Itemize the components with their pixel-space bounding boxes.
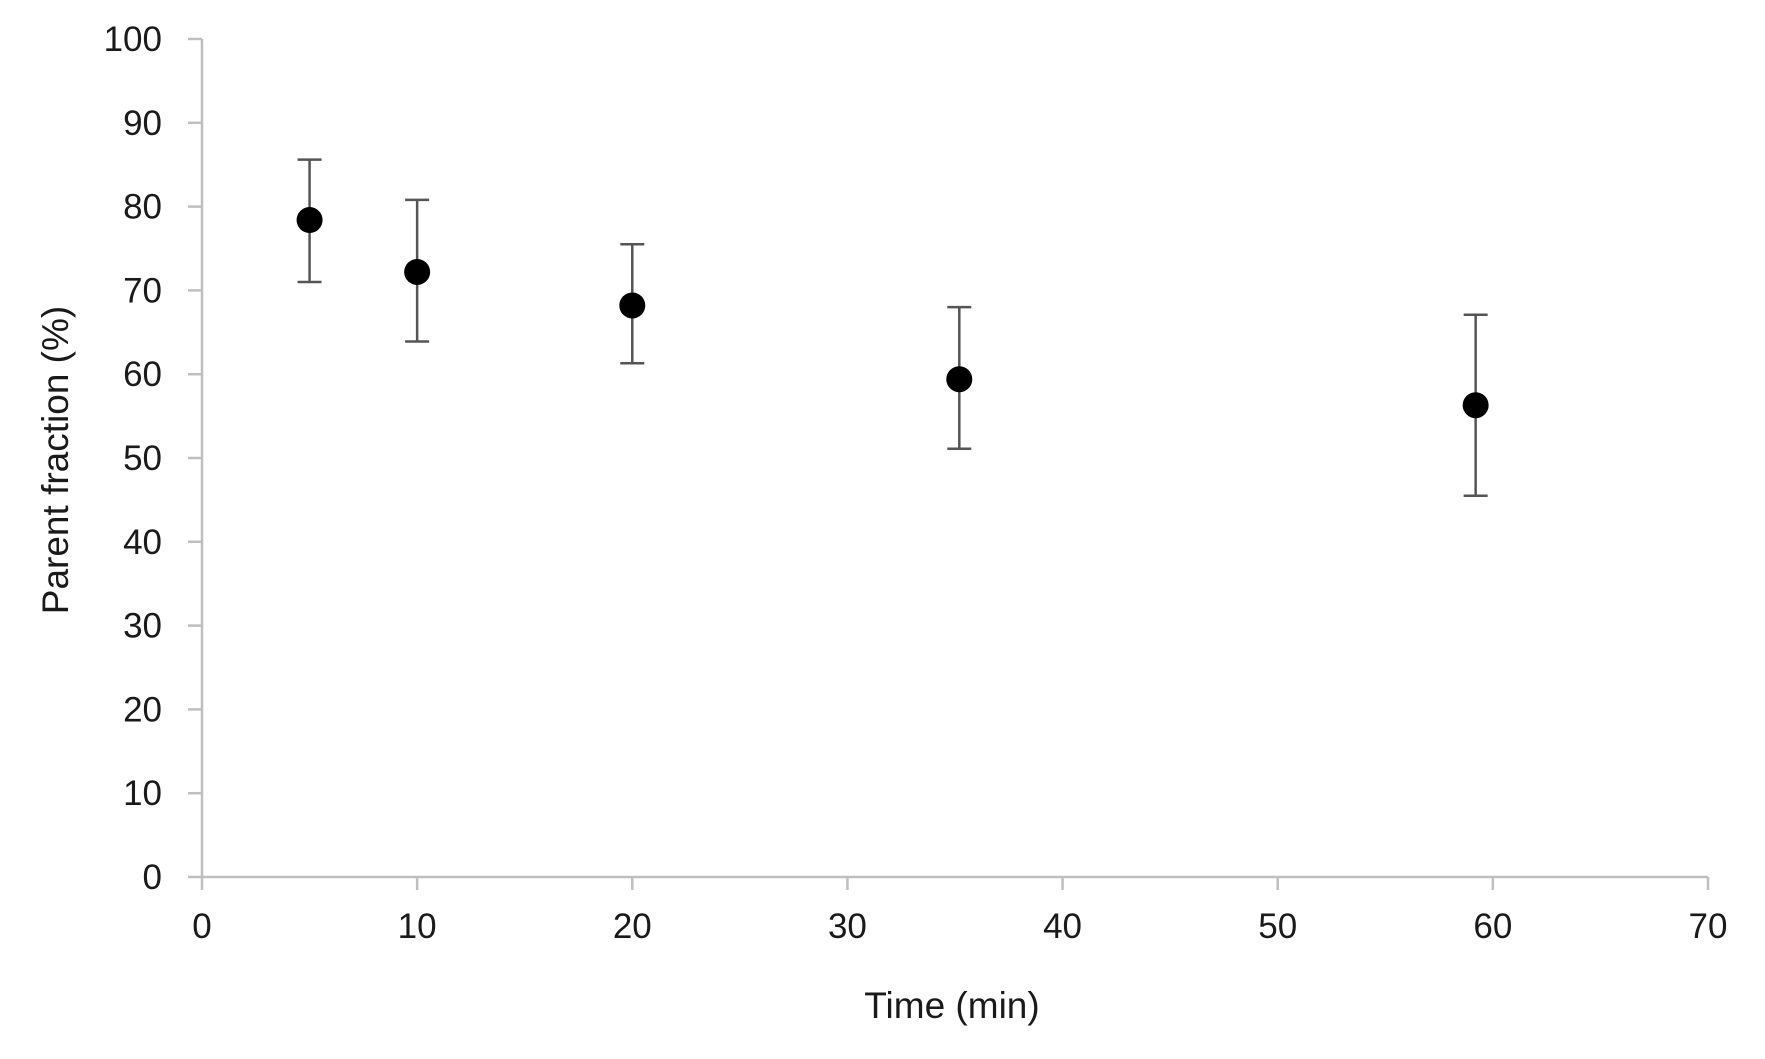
data-series [296,158,1489,497]
y-tick-label: 40 [123,523,162,562]
y-tick-label: 70 [123,271,162,310]
data-point [1462,392,1489,419]
y-axis-title: Parent fraction (%) [35,306,76,614]
x-tick-label: 20 [613,907,652,946]
y-tick-label: 30 [123,607,162,646]
x-axis-title: Time (min) [864,985,1039,1026]
y-tick-label: 60 [123,355,162,394]
data-point [619,292,646,319]
x-tick-label: 50 [1258,907,1297,946]
y-tick-label: 20 [123,690,162,729]
y-tick-label: 50 [123,439,162,478]
axes [188,37,1710,890]
x-tick-label: 40 [1043,907,1082,946]
tick-labels: 0 10 20 30 40 50 60 70 80 90 100 0 10 20 30 40 50 60 70 [104,20,1728,946]
y-tick-label: 0 [143,858,162,897]
data-point [296,207,323,234]
x-tick-label: 0 [192,907,211,946]
y-tick-label: 100 [104,20,162,59]
x-tick-label: 30 [828,907,867,946]
y-tick-label: 10 [123,774,162,813]
x-tick-label: 70 [1689,907,1728,946]
data-point [404,258,431,285]
y-tick-label: 90 [123,104,162,143]
y-tick-label: 80 [123,188,162,227]
data-point [946,366,973,393]
x-tick-label: 10 [398,907,437,946]
x-tick-label: 60 [1473,907,1512,946]
